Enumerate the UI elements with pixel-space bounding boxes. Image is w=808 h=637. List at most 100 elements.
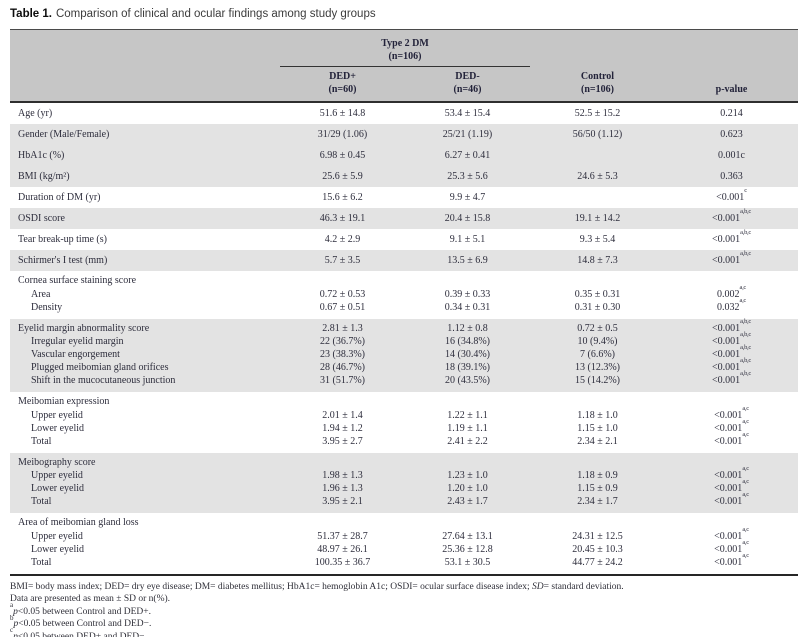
table-row: Age (yr) 51.6 ± 14.8 53.4 ± 15.4 52.5 ± 15.… <box>10 101 798 124</box>
group-n: (n=106) <box>388 51 422 62</box>
p-value-cell: <0.001a,c <box>714 417 749 434</box>
value-cell: 1.19 ± 1.1 <box>447 422 488 434</box>
p-value-cell: <0.001a,c <box>714 465 749 481</box>
header-pvalue: p-value <box>665 29 798 102</box>
value-cell <box>530 453 665 470</box>
row-label: Upper eyelid <box>31 470 83 481</box>
table-title-text: Comparison of clinical and ocular findin… <box>55 8 376 20</box>
value-cell: 25.3 ± 5.6 <box>447 170 488 182</box>
p-value-cell: <0.001a,b,c <box>712 249 751 266</box>
value-cell: 28 (46.7%) <box>320 362 365 373</box>
value-cell: 25/21 (1.19) <box>442 128 493 140</box>
p-value-cell: <0.001a,b,c <box>712 357 751 373</box>
p-value-cell: 0.001c <box>718 149 745 161</box>
value-cell: 20 (43.5%) <box>445 375 490 386</box>
table-row: Total 3.95 ± 2.1 2.43 ± 1.7 2.34 ± 1.7 <0.00… <box>10 491 798 513</box>
header-ded-minus-label: DED- <box>455 71 480 82</box>
value-cell: 1.15 ± 1.0 <box>577 422 618 434</box>
value-cell <box>405 453 530 470</box>
row-label: Cornea surface staining score <box>18 275 137 286</box>
table-row: Duration of DM (yr) 15.6 ± 6.2 9.9 ± 4.7 <0… <box>10 187 798 208</box>
p-value-cell: <0.001a,c <box>665 552 798 576</box>
table-row: Upper eyelid 1.98 ± 1.3 1.23 ± 1.0 1.18 ± 0… <box>10 465 798 483</box>
footnote-line: Data are presented as mean ± SD or n(%). <box>10 594 171 605</box>
p-value-cell: <0.001a,c <box>714 538 749 555</box>
p-value-cell: 0.623 <box>720 128 743 140</box>
p-value-cell: <0.001a,b,c <box>712 344 751 360</box>
header-ded-plus-label: DED+ <box>329 71 356 82</box>
value-cell: 3.95 ± 2.1 <box>322 496 363 507</box>
value-cell: 6.98 ± 0.45 <box>319 149 366 161</box>
row-label: Total <box>10 556 280 576</box>
row-label: Vascular engorgement <box>31 349 120 360</box>
table-row: Meibomian expression <box>10 392 798 409</box>
value-cell: 9.3 ± 5.4 <box>579 233 616 245</box>
value-cell: 52.5 ± 15.2 <box>530 101 665 124</box>
table-row: Lower eyelid 48.97 ± 26.1 25.36 ± 12.8 20.4… <box>10 538 798 556</box>
value-cell: 0.67 ± 0.51 <box>319 301 366 313</box>
value-cell: 3.95 ± 2.7 <box>322 435 363 447</box>
value-cell: 44.77 ± 24.2 <box>530 556 665 576</box>
table-header: Type 2 DM (n=106) Control (n=106) p-valu… <box>10 29 798 102</box>
table-row: Tear break-up time (s) 4.2 ± 2.9 9.1 ± 5.1… <box>10 229 798 250</box>
table-row: HbA1c (%) 6.98 ± 0.45 6.27 ± 0.41 0.001c <box>10 145 798 166</box>
row-label: HbA1c (%) <box>18 149 65 161</box>
p-value-cell: <0.001a,c <box>714 491 749 507</box>
value-cell: 9.1 ± 5.1 <box>449 233 486 245</box>
value-cell: 1.18 ± 1.0 <box>577 409 618 421</box>
value-cell: 18 (39.1%) <box>445 362 490 373</box>
row-label: Meibomian expression <box>18 396 110 407</box>
value-cell: 0.72 ± 0.5 <box>577 322 618 334</box>
table-row: Density 0.67 ± 0.51 0.34 ± 0.31 0.31 ± 0.30… <box>10 296 798 319</box>
value-cell: 4.2 ± 2.9 <box>324 233 361 245</box>
footnote-line: cp<0.05 between DED+ and DED−. <box>10 626 147 637</box>
value-cell <box>280 271 405 288</box>
p-value-cell <box>665 392 798 409</box>
p-value-cell: <0.001a,c <box>714 478 749 494</box>
value-cell: 19.1 ± 14.2 <box>574 212 621 224</box>
value-cell: 15 (14.2%) <box>575 375 620 386</box>
value-cell: 56/50 (1.12) <box>572 128 623 140</box>
p-value-cell: <0.001a,b,c <box>712 331 751 347</box>
value-cell: 6.27 ± 0.41 <box>444 149 491 161</box>
header-ded-plus-n: (n=60) <box>328 84 357 95</box>
group-label: Type 2 DM <box>381 38 429 49</box>
table-row: Eyelid margin abnormality score 2.81 ± 1.… <box>10 318 798 336</box>
table-row: BMI (kg/m²) 25.6 ± 5.9 25.3 ± 5.6 24.6 ± 5.… <box>10 166 798 187</box>
table-row: Total 100.35 ± 36.7 53.1 ± 30.5 44.77 ± 24.… <box>10 552 798 576</box>
row-label: Tear break-up time (s) <box>18 233 107 245</box>
p-value-cell: <0.001c <box>716 186 747 203</box>
p-value-cell: 0.032a,c <box>717 296 746 313</box>
footnote-line: BMI= body mass index; DED= dry eye disea… <box>10 581 624 592</box>
value-cell: 14.8 ± 7.3 <box>577 254 618 266</box>
p-value-cell <box>665 271 798 288</box>
value-cell <box>405 271 530 288</box>
value-cell: 0.39 ± 0.33 <box>444 288 491 300</box>
value-cell <box>280 453 405 470</box>
header-pvalue-label: p-value <box>715 84 748 95</box>
header-control-label: Control <box>580 71 615 82</box>
table-body: Age (yr) 51.6 ± 14.8 53.4 ± 15.4 52.5 ± 15.… <box>10 101 798 576</box>
value-cell: 2.43 ± 1.7 <box>447 496 488 507</box>
header-group-type2dm: Type 2 DM (n=106) <box>280 29 530 67</box>
value-cell: 1.98 ± 1.3 <box>322 470 363 481</box>
table-row: OSDI score 46.3 ± 19.1 20.4 ± 15.8 19.1 ± 1… <box>10 208 798 229</box>
p-value-cell: 0.002a,c <box>717 283 746 300</box>
value-cell: 2.81 ± 1.3 <box>322 322 363 334</box>
header-control: Control (n=106) <box>530 29 665 102</box>
value-cell: 1.18 ± 0.9 <box>577 470 618 481</box>
value-cell: 1.94 ± 1.2 <box>322 422 363 434</box>
value-cell: 13.5 ± 6.9 <box>447 254 488 266</box>
row-label: BMI (kg/m²) <box>18 170 70 182</box>
table-row: Upper eyelid 2.01 ± 1.4 1.22 ± 1.1 1.18 ± 1… <box>10 405 798 422</box>
row-label: Schirmer's I test (mm) <box>18 254 108 266</box>
header-ded-minus-n: (n=46) <box>453 84 482 95</box>
value-cell: 100.35 ± 36.7 <box>280 556 405 576</box>
p-value-cell: 0.214 <box>665 101 798 124</box>
row-label: Plugged meibomian gland orifices <box>31 362 169 373</box>
value-cell: 5.7 ± 3.5 <box>324 254 361 266</box>
value-cell: 1.23 ± 1.0 <box>447 470 488 481</box>
value-cell: 1.22 ± 1.1 <box>447 409 488 421</box>
p-value-cell: <0.001a,b,c <box>712 228 751 245</box>
